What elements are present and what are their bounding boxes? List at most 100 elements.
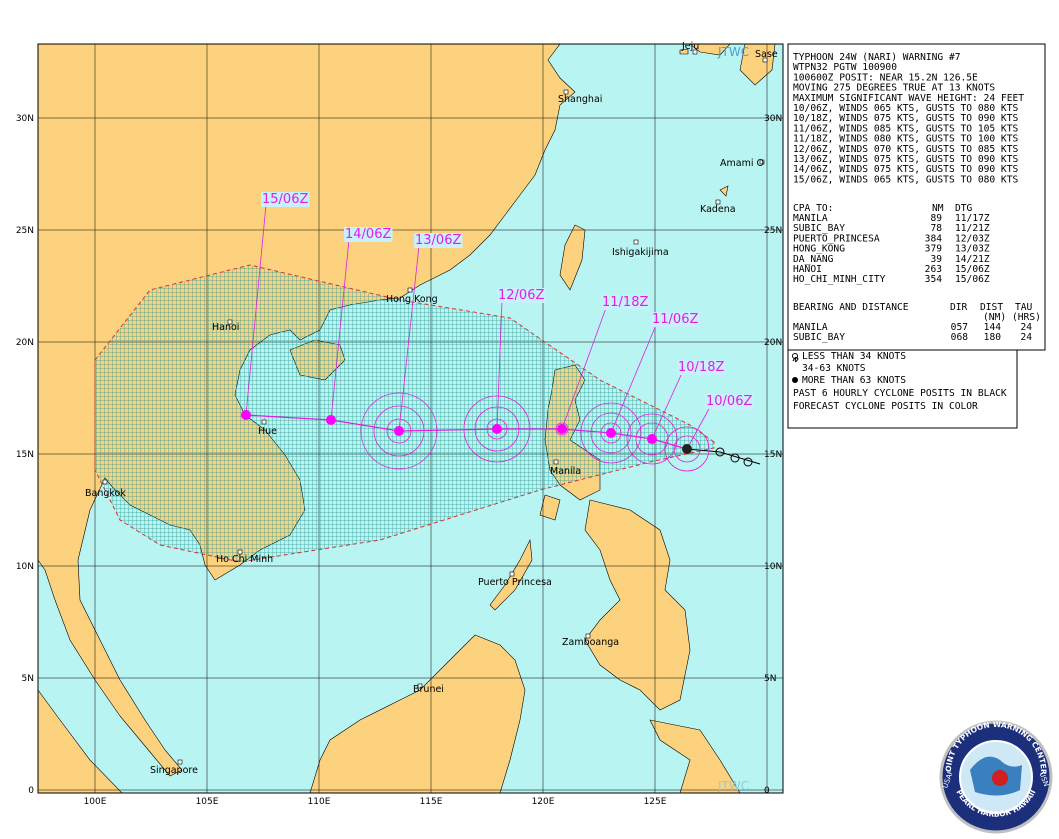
bearing-cell: 068 xyxy=(951,332,969,343)
cpa-cell: 12/03Z xyxy=(955,233,990,244)
wind-radius xyxy=(600,422,622,444)
legend-line: LESS THAN 34 KNOTS xyxy=(802,351,906,362)
place-marker xyxy=(715,199,721,205)
forecast-label: 13/06Z xyxy=(415,233,461,248)
lon-label: 110E xyxy=(308,797,331,807)
warning-line: WTPN32 PGTW 100900 xyxy=(793,62,897,73)
place-marker xyxy=(509,571,515,577)
lon-label: 125E xyxy=(644,797,667,807)
forecast-posit xyxy=(241,410,251,420)
warning-box xyxy=(787,43,1046,351)
place-marker xyxy=(261,419,267,425)
cpa-cell: 78 xyxy=(930,223,942,234)
lat-label: 10N xyxy=(764,562,782,572)
bearing-cell: SUBIC_BAY xyxy=(793,332,845,343)
label-bg xyxy=(344,227,393,242)
bearing-header: TAU xyxy=(1015,302,1033,313)
cpa-cell: 39 xyxy=(930,254,942,265)
cpa-cell: PUERTO_PRINCESA xyxy=(793,233,880,244)
wind-radius xyxy=(626,413,678,465)
cpa-cell: MANILA xyxy=(793,213,828,224)
forecast-cone xyxy=(94,264,715,563)
warning-line: 15/06Z, WINDS 065 KTS, GUSTS TO 080 KTS xyxy=(793,174,1018,185)
past-posit xyxy=(730,453,740,463)
legend-line: PAST 6 HOURLY CYCLONE POSITS IN BLACK xyxy=(793,388,1007,399)
cpa-cell: HANOI xyxy=(793,264,822,275)
place-label: Ishigakijima xyxy=(612,247,669,258)
label-leader xyxy=(330,239,350,421)
warning-line: MAXIMUM SIGNIFICANT WAVE HEIGHT: 24 FEET xyxy=(793,93,1024,104)
bearing-cell: 24 xyxy=(1020,322,1032,333)
lat-label: 15N xyxy=(16,450,34,460)
wind-radius xyxy=(580,402,642,464)
label-leader xyxy=(686,406,711,450)
track xyxy=(241,204,761,472)
place-label: Brunei xyxy=(413,684,444,695)
cpa-cell: 14/21Z xyxy=(955,254,990,265)
lon-label: 100E xyxy=(84,797,107,807)
cpa-cell: 379 xyxy=(925,244,943,255)
cpa-cell: 11/21Z xyxy=(955,223,990,234)
place-label: Jeju xyxy=(681,41,699,52)
lat-label: 5N xyxy=(22,674,34,684)
forecast-posit xyxy=(326,415,336,425)
lon-label: 105E xyxy=(196,797,219,807)
legend-symbol xyxy=(792,377,798,383)
place-label: Hanoi xyxy=(212,322,239,333)
cpa-header: CPA TO: xyxy=(793,203,833,214)
warning-line: 10/18Z, WINDS 075 KTS, GUSTS TO 090 KTS xyxy=(793,113,1018,124)
forecast-posit xyxy=(682,444,692,454)
wind-radius xyxy=(360,392,438,470)
forecast-label: 14/06Z xyxy=(345,227,391,242)
cpa-cell: 89 xyxy=(930,213,942,224)
warning-line: 12/06Z, WINDS 070 KTS, GUSTS TO 085 KTS xyxy=(793,144,1018,155)
cpa-cell: 11/17Z xyxy=(955,213,990,224)
lat-label: 10N xyxy=(16,562,34,572)
label-bg xyxy=(414,233,463,248)
warning-line: 11/06Z, WINDS 085 KTS, GUSTS TO 105 KTS xyxy=(793,123,1018,134)
place-label: Manila xyxy=(550,466,581,477)
past-posit xyxy=(743,457,753,467)
wind-radius xyxy=(463,395,531,463)
place-label: Ho Chi Minh xyxy=(216,554,273,565)
forecast-posit xyxy=(557,424,567,434)
cpa-header: DTG xyxy=(955,203,973,214)
warning-line: 10/06Z, WINDS 065 KTS, GUSTS TO 080 KTS xyxy=(793,103,1018,114)
watermark: JTWC xyxy=(717,779,749,793)
bearing-cell: 144 xyxy=(984,322,1002,333)
place-label: Bangkok xyxy=(85,488,126,499)
bearing-cell: 24 xyxy=(1020,332,1032,343)
legend-box xyxy=(787,349,1018,429)
label-leader xyxy=(398,245,420,432)
forecast-label: 12/06Z xyxy=(498,288,544,303)
wind-radius xyxy=(373,405,425,457)
warning-line: MOVING 275 DEGREES TRUE AT 13 KNOTS xyxy=(793,83,995,94)
lat-label: 30N xyxy=(764,114,782,124)
bearing-cell: 057 xyxy=(951,322,969,333)
map-frame xyxy=(37,43,784,794)
warning-line: 13/06Z, WINDS 075 KTS, GUSTS TO 090 KTS xyxy=(793,154,1018,165)
wind-radius xyxy=(635,422,669,456)
place-marker xyxy=(407,287,413,293)
place-label: Sase xyxy=(755,49,778,60)
forecast-posit xyxy=(394,426,404,436)
cpa-cell: SUBIC_BAY xyxy=(793,223,845,234)
place-marker xyxy=(553,459,559,465)
label-bg xyxy=(497,288,546,303)
watermark: JTWC xyxy=(717,45,749,59)
place-label: Puerto Princesa xyxy=(478,577,552,588)
past-track xyxy=(686,448,761,465)
label-bg xyxy=(601,295,650,310)
place-marker xyxy=(417,683,423,689)
wind-radius xyxy=(555,422,569,436)
legend-symbol xyxy=(792,356,799,363)
lat-label: 20N xyxy=(764,338,782,348)
place-label: Singapore xyxy=(150,765,198,776)
place-marker xyxy=(762,57,768,63)
lat-label: 20N xyxy=(16,338,34,348)
cpa-cell: 263 xyxy=(925,264,943,275)
label-bg xyxy=(677,360,726,375)
legend-line: 34-63 KNOTS xyxy=(802,363,866,374)
cpa-cell: 354 xyxy=(925,274,943,285)
